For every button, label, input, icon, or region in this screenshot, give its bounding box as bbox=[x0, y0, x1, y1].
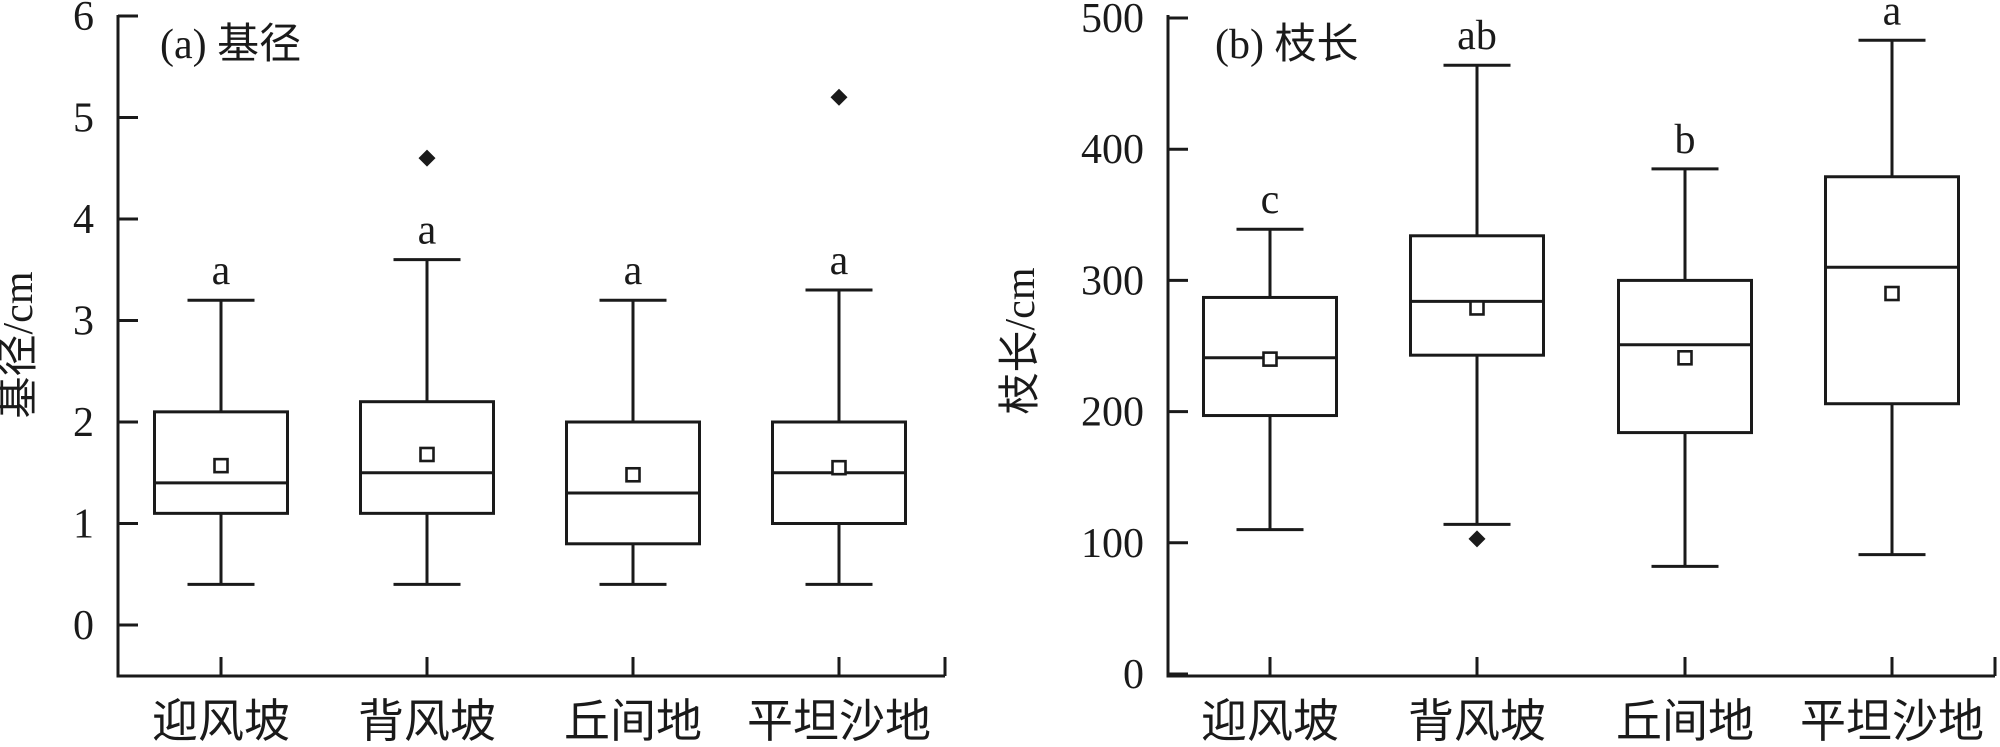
y-tick-label: 6 bbox=[73, 0, 94, 40]
category-label: 丘间地 bbox=[564, 696, 702, 747]
significance-letter: a bbox=[624, 248, 643, 294]
y-tick-label: 400 bbox=[1081, 127, 1144, 173]
y-tick-label: 3 bbox=[73, 299, 94, 345]
panel-a: 0 1 2 3 4 5 6 迎风坡 背风坡 丘间地 平坦沙地 a a a a bbox=[73, 0, 947, 747]
significance-letter: c bbox=[1261, 177, 1280, 223]
mean-marker bbox=[1262, 351, 1278, 367]
y-tick-label: 500 bbox=[1081, 0, 1144, 42]
mean-marker bbox=[625, 466, 641, 483]
significance-letter: a bbox=[830, 238, 849, 284]
category-label: 背风坡 bbox=[1408, 696, 1546, 747]
panel-b-y-axis-title: 枝长/cm bbox=[998, 267, 1044, 414]
significance-letter: b bbox=[1675, 117, 1696, 163]
outlier-point bbox=[830, 88, 848, 106]
y-tick-label: 1 bbox=[73, 502, 94, 548]
significance-letter: ab bbox=[1457, 13, 1497, 59]
y-tick-label: 200 bbox=[1081, 390, 1144, 436]
category-label: 背风坡 bbox=[358, 696, 496, 747]
panel-a-y-axis-title: 基径/cm bbox=[0, 271, 42, 418]
y-tick-label: 0 bbox=[73, 603, 94, 649]
mean-marker bbox=[1677, 350, 1693, 366]
box-rect bbox=[1409, 234, 1545, 357]
mean-marker bbox=[419, 446, 435, 463]
category-label: 平坦沙地 bbox=[1800, 696, 1984, 747]
mean-marker bbox=[1884, 285, 1900, 302]
mean-marker bbox=[213, 457, 229, 474]
significance-letter: a bbox=[212, 248, 231, 294]
box-rect bbox=[565, 420, 701, 546]
outlier-point bbox=[1468, 530, 1486, 548]
significance-letter: a bbox=[418, 208, 437, 254]
y-tick-label: 300 bbox=[1081, 258, 1144, 304]
category-label: 迎风坡 bbox=[1201, 696, 1339, 747]
panel-a-title: (a) 基径 bbox=[160, 22, 301, 68]
panel-b: 0 100 200 300 400 500 迎风坡 背风坡 丘间地 平坦沙地 c ab b a bbox=[1081, 0, 1997, 747]
y-tick-label: 5 bbox=[73, 96, 94, 142]
y-tick-label: 0 bbox=[1123, 652, 1144, 698]
significance-letter: a bbox=[1883, 0, 1902, 34]
outlier-point bbox=[418, 149, 436, 167]
y-tick-label: 2 bbox=[73, 400, 94, 446]
category-label: 迎风坡 bbox=[152, 696, 290, 747]
panel-b-title: (b) 枝长 bbox=[1215, 22, 1358, 68]
category-label: 平坦沙地 bbox=[747, 696, 931, 747]
mean-marker bbox=[831, 459, 847, 476]
y-tick-label: 100 bbox=[1081, 521, 1144, 567]
category-label: 丘间地 bbox=[1616, 696, 1754, 747]
y-tick-label: 4 bbox=[73, 197, 94, 243]
mean-marker bbox=[1469, 300, 1485, 316]
